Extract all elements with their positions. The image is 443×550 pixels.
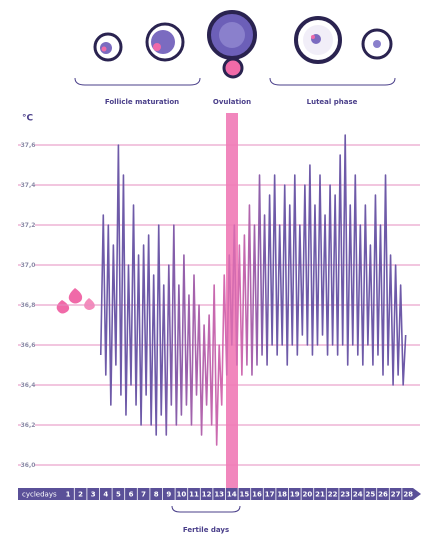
x-tick-label: 10 xyxy=(177,491,187,499)
x-tick-label: 25 xyxy=(366,491,376,499)
x-tick-label: 13 xyxy=(214,491,224,499)
x-tick-label: 27 xyxy=(391,491,401,499)
x-tick-label: 8 xyxy=(154,491,159,499)
tick-badge xyxy=(21,218,35,232)
x-tick-label: 9 xyxy=(166,491,171,499)
y-tick-label: 37,2 xyxy=(21,222,36,229)
phase-label: Ovulation xyxy=(213,98,251,106)
tick-badge xyxy=(21,178,35,192)
x-tick-label: 26 xyxy=(378,491,388,499)
plot xyxy=(99,134,407,446)
tick-badge xyxy=(21,458,35,472)
x-tick-label: 16 xyxy=(252,491,262,499)
x-tick-label: 2 xyxy=(78,491,83,499)
x-tick-label: 17 xyxy=(265,491,275,499)
tick-badge xyxy=(21,298,35,312)
illustrations xyxy=(56,10,396,513)
x-tick-label: 7 xyxy=(141,491,146,499)
tick-badge xyxy=(21,338,35,352)
x-tick-label: 14 xyxy=(227,491,237,499)
y-unit: °C xyxy=(22,114,34,124)
x-tick-label: 22 xyxy=(328,491,338,499)
x-tick-label: 20 xyxy=(303,491,313,499)
y-tick-label: 36,2 xyxy=(21,422,36,429)
x-tick-label: 4 xyxy=(103,491,108,499)
x-tick-label: 1 xyxy=(66,491,71,499)
x-tick-label: 18 xyxy=(277,491,287,499)
x-tick-label: 19 xyxy=(290,491,300,499)
x-axis: 1 2 3 4 5 6 7 8 9 10 11 12 13 14 15 16 17 18 19 20 21 22 23 24 2… xyxy=(66,488,413,500)
y-tick-label: 37,0 xyxy=(21,262,36,269)
fertile-label: Fertile days xyxy=(183,526,229,534)
tick-badge xyxy=(21,418,35,432)
x-axis-label: cycledays xyxy=(22,491,57,499)
phase-label: Luteal phase xyxy=(307,98,358,106)
y-tick-label: 37,4 xyxy=(21,182,36,189)
tick-badge xyxy=(21,258,35,272)
y-tick-label: 36,8 xyxy=(21,302,36,309)
phase-label: Follicle maturation xyxy=(105,98,179,106)
temperature-line xyxy=(99,134,407,446)
y-tick-label: 36,4 xyxy=(21,382,36,389)
x-tick-label: 12 xyxy=(202,491,212,499)
tick-badge xyxy=(21,138,35,152)
x-tick-label: 3 xyxy=(91,491,96,499)
x-tick-label: 24 xyxy=(353,491,363,499)
x-tick-label: 11 xyxy=(189,491,199,499)
cycle-bar xyxy=(18,488,421,500)
x-tick-label: 23 xyxy=(340,491,350,499)
x-tick-label: 6 xyxy=(129,491,134,499)
x-tick-label: 21 xyxy=(315,491,325,499)
x-tick-label: 15 xyxy=(240,491,250,499)
tick-badge xyxy=(21,378,35,392)
y-tick-label: 37,6 xyxy=(21,142,36,149)
x-tick-label: 28 xyxy=(403,491,413,499)
y-tick-label: 36,0 xyxy=(21,462,36,469)
y-tick-label: 36,6 xyxy=(21,342,36,349)
x-tick-label: 5 xyxy=(116,491,121,499)
grid: 37,6 37,4 37,2 37,0 36,8 36,6 36,4 36,2 36,0 xyxy=(18,138,420,472)
